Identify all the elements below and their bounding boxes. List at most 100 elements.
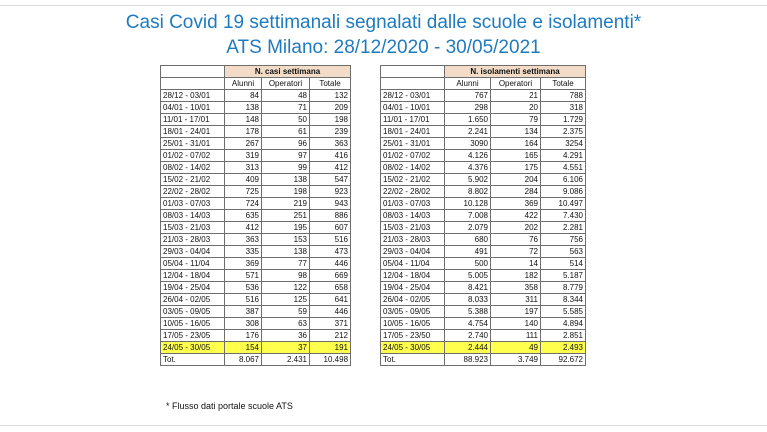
table-row: 10/05 - 16/05 4.754 140 4.894 [380, 317, 586, 330]
table-row: 19/04 - 25/04 536 122 658 [160, 281, 352, 294]
isolation-totale-cell: 92.672 [540, 353, 586, 366]
isolation-operatori-cell: 311 [490, 293, 541, 306]
isolation-alunni-cell: 767 [444, 89, 491, 102]
isolation-alunni-cell: 8.802 [444, 185, 491, 198]
cases-alunni-cell: 409 [224, 173, 262, 186]
cases-totale-cell: 412 [308, 161, 352, 174]
cases-operatori-cell: 61 [261, 125, 310, 138]
table-row: 01/03 - 07/03 10.128 369 10.497 [380, 197, 586, 210]
cases-period-cell: 11/01 - 17/01 [160, 113, 225, 126]
table-row: 17/05 - 23/05 176 36 212 [160, 329, 352, 342]
table-row: 08/03 - 14/03 635 251 886 [160, 209, 352, 222]
isolation-period-cell: 28/12 - 03/01 [380, 89, 445, 102]
isolation-corner-cell [380, 65, 445, 78]
table-row: 26/04 - 02/05 516 125 641 [160, 293, 352, 306]
cases-operatori-cell: 97 [261, 149, 310, 162]
cases-period-cell: 25/01 - 31/01 [160, 137, 225, 150]
isolation-alunni-cell: 10.128 [444, 197, 491, 210]
cases-totale-cell: 446 [308, 257, 352, 270]
isolation-col-totale: Totale [540, 77, 586, 90]
isolation-alunni-cell: 2.079 [444, 221, 491, 234]
table-row: 03/05 - 09/05 5.388 197 5.585 [380, 305, 586, 318]
table-row: 10/05 - 16/05 308 63 371 [160, 317, 352, 330]
cases-col-totale: Totale [308, 77, 352, 90]
isolation-alunni-cell: 500 [444, 257, 491, 270]
cases-period-cell: 28/12 - 03/01 [160, 89, 225, 102]
isolation-operatori-cell: 369 [490, 197, 541, 210]
isolation-totale-cell: 318 [540, 101, 586, 114]
cases-operatori-cell: 71 [261, 101, 310, 114]
isolation-totale-cell: 4.894 [540, 317, 586, 330]
cases-totale-cell: 886 [308, 209, 352, 222]
cases-alunni-cell: 178 [224, 125, 262, 138]
isolation-totale-cell: 1.729 [540, 113, 586, 126]
cases-totale-cell: 943 [308, 197, 352, 210]
cases-operatori-cell: 219 [261, 197, 310, 210]
isolation-operatori-cell: 111 [490, 329, 541, 342]
isolation-operatori-cell: 358 [490, 281, 541, 294]
cases-period-cell: 17/05 - 23/05 [160, 329, 225, 342]
isolation-period-cell: 01/02 - 07/02 [380, 149, 445, 162]
isolation-totale-cell: 5.187 [540, 269, 586, 282]
cases-period-cell: 04/01 - 10/01 [160, 101, 225, 114]
isolation-alunni-cell: 4.126 [444, 149, 491, 162]
isolation-alunni-cell: 2.444 [444, 341, 491, 354]
isolation-period-cell: 18/01 - 24/01 [380, 125, 445, 138]
isolation-period-cell: 05/04 - 11/04 [380, 257, 445, 270]
isolation-period-cell: 24/05 - 30/05 [380, 341, 445, 354]
table-row: 28/12 - 03/01 767 21 788 [380, 89, 586, 102]
cases-operatori-cell: 36 [261, 329, 310, 342]
cases-operatori-cell: 59 [261, 305, 310, 318]
table-row: 24/05 - 30/05 154 37 191 [160, 341, 352, 354]
table-row: 22/02 - 28/02 8.802 284 9.086 [380, 185, 586, 198]
table-row: 25/01 - 31/01 267 96 363 [160, 137, 352, 150]
isolation-alunni-cell: 5.005 [444, 269, 491, 282]
isolation-operatori-cell: 284 [490, 185, 541, 198]
cases-totale-cell: 607 [308, 221, 352, 234]
isolation-operatori-cell: 165 [490, 149, 541, 162]
cases-alunni-cell: 363 [224, 233, 262, 246]
cases-period-cell: 15/03 - 21/03 [160, 221, 225, 234]
isolation-period-cell: 15/02 - 21/02 [380, 173, 445, 186]
isolation-totale-cell: 5.585 [540, 305, 586, 318]
isolation-period-cell: 25/01 - 31/01 [380, 137, 445, 150]
cases-operatori-cell: 2.431 [261, 353, 310, 366]
isolation-period-cell: 10/05 - 16/05 [380, 317, 445, 330]
isolation-alunni-cell: 680 [444, 233, 491, 246]
table-row: 04/01 - 10/01 138 71 209 [160, 101, 352, 114]
cases-operatori-cell: 251 [261, 209, 310, 222]
isolation-operatori-cell: 72 [490, 245, 541, 258]
isolation-alunni-cell: 2.740 [444, 329, 491, 342]
isolation-totale-cell: 2.375 [540, 125, 586, 138]
table-row: 03/05 - 09/05 387 59 446 [160, 305, 352, 318]
table-row: 11/01 - 17/01 148 50 198 [160, 113, 352, 126]
table-row: 08/03 - 14/03 7.008 422 7.430 [380, 209, 586, 222]
cases-operatori-cell: 96 [261, 137, 310, 150]
page-title: Casi Covid 19 settimanali segnalati dall… [125, 12, 642, 33]
cases-operatori-cell: 138 [261, 245, 310, 258]
isolation-alunni-cell: 1.650 [444, 113, 491, 126]
isolation-period-cell: Tot. [380, 353, 445, 366]
cases-totale-cell: 239 [308, 125, 352, 138]
cases-operatori-cell: 198 [261, 185, 310, 198]
table-row: 18/01 - 24/01 2.241 134 2.375 [380, 125, 586, 138]
cases-alunni-cell: 724 [224, 197, 262, 210]
cases-period-cell: 01/02 - 07/02 [160, 149, 225, 162]
cases-alunni-cell: 154 [224, 341, 262, 354]
cases-period-cell: 15/02 - 21/02 [160, 173, 225, 186]
cases-period-header [160, 77, 225, 90]
isolation-period-cell: 08/02 - 14/02 [380, 161, 445, 174]
cases-col-operatori: Operatori [261, 77, 310, 90]
cases-totale-cell: 191 [308, 341, 352, 354]
cases-operatori-cell: 122 [261, 281, 310, 294]
isolation-alunni-cell: 2.241 [444, 125, 491, 138]
isolation-alunni-cell: 7.008 [444, 209, 491, 222]
isolation-alunni-cell: 88.923 [444, 353, 491, 366]
table-row: 12/04 - 18/04 5.005 182 5.187 [380, 269, 586, 282]
isolation-operatori-cell: 197 [490, 305, 541, 318]
table-row: 01/03 - 07/03 724 219 943 [160, 197, 352, 210]
cases-alunni-cell: 148 [224, 113, 262, 126]
isolation-period-cell: 03/05 - 09/05 [380, 305, 445, 318]
cases-alunni-cell: 571 [224, 269, 262, 282]
cases-period-cell: 08/03 - 14/03 [160, 209, 225, 222]
